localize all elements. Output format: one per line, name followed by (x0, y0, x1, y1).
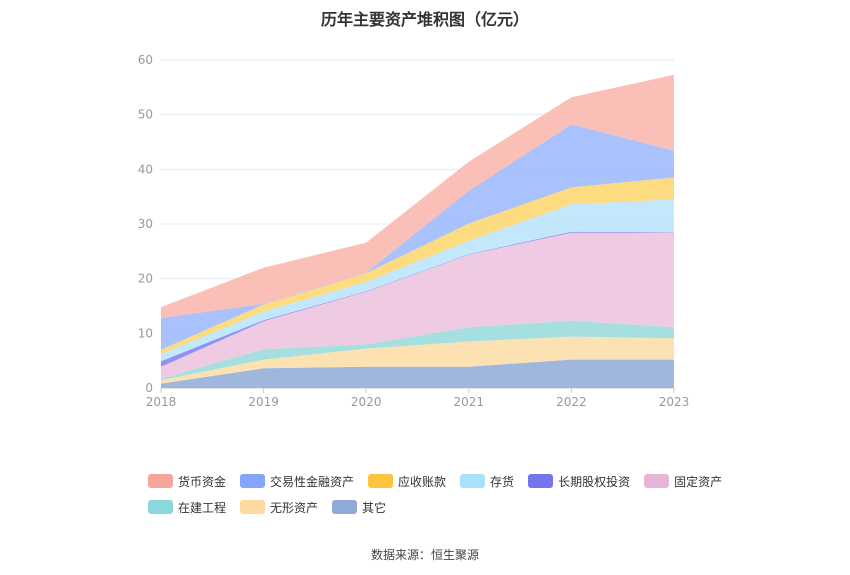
legend-item[interactable]: 无形资产 (240, 498, 318, 516)
legend-label: 无形资产 (270, 500, 319, 515)
legend-label: 存货 (490, 474, 515, 489)
legend-item[interactable]: 货币资金 (148, 472, 226, 490)
area-货币资金[interactable] (161, 74, 674, 318)
y-tick-label: 50 (138, 108, 153, 122)
x-tick-label: 2023 (659, 395, 690, 409)
legend-swatch (368, 474, 394, 488)
x-tick-label: 2021 (454, 395, 485, 409)
legend-item[interactable]: 交易性金融资产 (240, 472, 354, 490)
legend-label: 交易性金融资产 (270, 474, 355, 489)
x-tick-label: 2020 (351, 395, 382, 409)
legend-swatch (528, 474, 554, 488)
legend-item[interactable]: 在建工程 (148, 498, 226, 516)
legend-item[interactable]: 存货 (460, 472, 514, 490)
legend-swatch (332, 500, 358, 514)
y-tick-label: 60 (138, 53, 153, 67)
legend-swatch (148, 500, 173, 514)
axes: 0 10 20 30 40 50 60 2018 2019 2020 2021 2022 2023 (138, 53, 690, 409)
legend-item[interactable]: 其它 (332, 498, 386, 516)
y-tick-label: 0 (145, 381, 153, 395)
area-存货[interactable] (161, 199, 674, 362)
legend-swatch (644, 474, 670, 488)
legend-item[interactable]: 应收账款 (368, 472, 446, 490)
chart-title: 历年主要资产堆积图（亿元） (320, 10, 529, 29)
area-固定资产[interactable] (161, 232, 674, 379)
area-无形资产[interactable] (161, 336, 674, 384)
legend-label: 其它 (362, 500, 387, 515)
legend: 货币资金 交易性金融资产 应收账款 存货 长期股权投资 固定资产在建工程 无形资产 其它 (148, 472, 748, 524)
data-source-note: 数据来源：恒生聚源 (370, 548, 479, 562)
legend-swatch (240, 474, 266, 488)
x-tick-label: 2019 (248, 395, 279, 409)
legend-item[interactable]: 长期股权投资 (528, 472, 630, 490)
y-tick-label: 20 (138, 272, 153, 286)
x-tick-label: 2018 (146, 395, 177, 409)
legend-swatch (460, 474, 486, 488)
legend-swatch (148, 474, 173, 488)
legend-item[interactable]: 固定资产 (644, 472, 722, 490)
legend-label: 在建工程 (178, 500, 227, 515)
area-应收账款[interactable] (161, 177, 674, 355)
legend-label: 固定资产 (674, 474, 723, 489)
legend-label: 应收账款 (398, 474, 447, 489)
y-tick-label: 40 (138, 162, 153, 176)
y-tick-label: 30 (138, 217, 153, 231)
legend-label: 长期股权投资 (558, 474, 631, 489)
x-tick-label: 2022 (556, 395, 587, 409)
area-series (161, 74, 674, 388)
area-交易性金融资产[interactable] (161, 124, 674, 350)
legend-label: 货币资金 (178, 474, 227, 489)
area-在建工程[interactable] (161, 320, 674, 381)
area-其它[interactable] (161, 359, 674, 388)
legend-swatch (240, 500, 266, 514)
y-tick-label: 10 (138, 326, 153, 340)
